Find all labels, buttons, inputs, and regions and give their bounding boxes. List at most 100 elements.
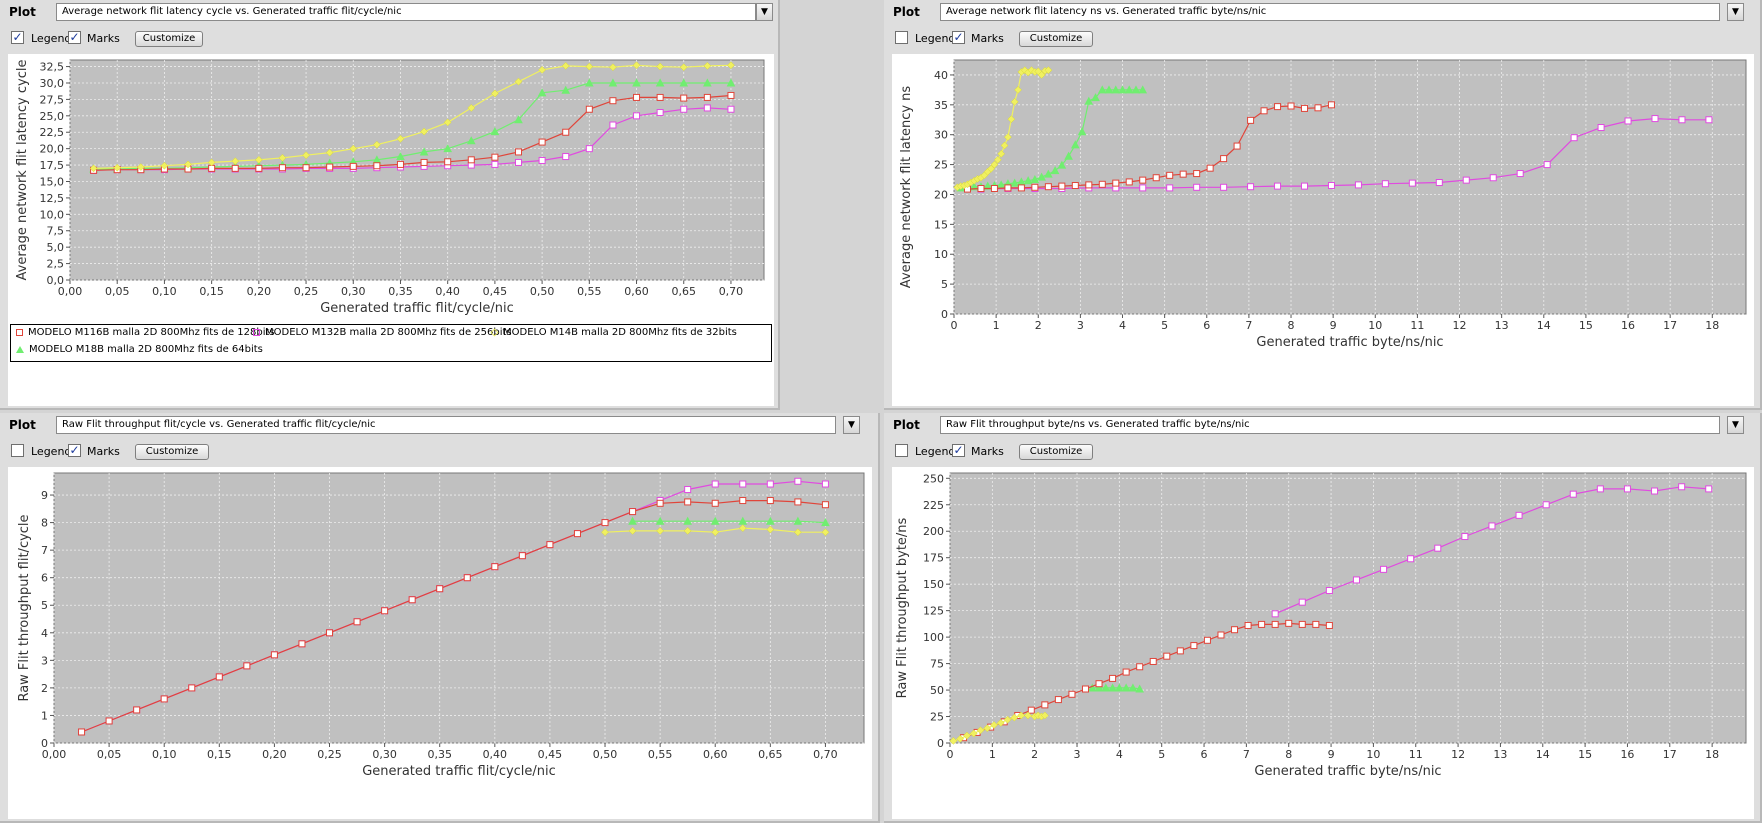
data-point-green [1128, 683, 1138, 692]
y-axis-label: Average network flit latency ns [899, 86, 914, 289]
y-tick-label: 0 [937, 737, 944, 750]
data-point-magenta [1274, 182, 1282, 190]
data-point-red [990, 184, 998, 192]
y-tick-label: 5 [41, 599, 48, 612]
data-point-red [538, 138, 546, 146]
chevron-down-icon[interactable]: ▼ [756, 3, 773, 21]
data-point-magenta [633, 112, 641, 120]
data-point-magenta [1569, 490, 1577, 498]
data-point-green [969, 182, 979, 191]
data-point-magenta [1624, 117, 1632, 125]
chevron-down-icon[interactable]: ▼ [843, 416, 860, 434]
plot-panel-latency-cycle: Plot Average network flit latency cycle … [0, 0, 780, 410]
data-point-green [1135, 684, 1145, 693]
data-point-yellow [1044, 66, 1053, 75]
plot-selector-row: Plot Average network flit latency ns vs.… [884, 0, 1760, 26]
data-point-red [515, 148, 523, 156]
data-point-yellow [738, 524, 747, 532]
y-tick-label: 0,0 [47, 274, 65, 287]
data-point-green [679, 78, 689, 87]
data-point-yellow [609, 63, 617, 72]
data-point-yellow [963, 731, 971, 740]
data-point-red [1325, 621, 1333, 629]
data-point-red [278, 164, 286, 172]
x-tick-label: 0,05 [97, 748, 122, 761]
data-point-green [1044, 169, 1053, 178]
data-point-yellow [997, 149, 1006, 158]
data-point-red [1285, 619, 1293, 627]
data-point-green [1111, 85, 1121, 94]
legend-checkbox[interactable] [11, 444, 24, 457]
marks-checkbox[interactable]: ✓ [68, 30, 81, 44]
data-point-red [1031, 183, 1039, 191]
data-point-red [1068, 690, 1076, 698]
y-tick-label: 125 [923, 605, 944, 618]
x-tick-label: 0,10 [152, 285, 177, 298]
data-point-yellow [491, 89, 499, 98]
data-point-yellow [420, 127, 428, 136]
legend-checkbox[interactable] [895, 444, 908, 457]
data-point-red [1190, 642, 1198, 650]
customize-button[interactable]: Customize [135, 444, 209, 460]
data-point-yellow [443, 118, 452, 127]
customize-button[interactable]: Customize [135, 31, 203, 47]
x-tick-label: 0,20 [247, 285, 272, 298]
chevron-down-icon[interactable]: ▼ [1727, 3, 1744, 21]
marks-checkbox[interactable]: ✓ [68, 443, 81, 457]
data-point-red [794, 498, 802, 506]
marks-checkbox[interactable]: ✓ [952, 30, 965, 44]
legend-checkbox[interactable] [895, 31, 908, 44]
chart-area: 0 1 2 3 4 5 6 7 8 9 10 11 12 13 14 15 16 17 18 0 25 50 75 100 12… [892, 467, 1754, 819]
data-point-yellow [976, 726, 985, 735]
data-point-magenta [1327, 182, 1335, 190]
data-point-magenta [491, 160, 499, 168]
data-point-red [326, 163, 334, 171]
data-point-green [738, 516, 748, 525]
y-tick-label: 0 [941, 308, 948, 321]
diamond-marker-icon [490, 328, 499, 337]
x-tick-label: 0,15 [199, 285, 224, 298]
data-point-red [562, 128, 570, 136]
data-point-yellow [683, 527, 692, 535]
x-tick-label: 14 [1537, 319, 1551, 332]
customize-button[interactable]: Customize [1019, 31, 1093, 47]
y-tick-label: 2,5 [47, 258, 65, 271]
y-axis-label: Raw Flit throughput flit/cycle [17, 514, 32, 701]
data-point-green [419, 147, 429, 156]
data-point-green [1057, 160, 1067, 169]
data-point-yellow [1014, 86, 1022, 94]
data-point-green [490, 127, 500, 136]
data-point-magenta [1301, 182, 1309, 190]
data-point-yellow [656, 62, 664, 71]
data-point-green [1023, 176, 1033, 185]
data-point-green [703, 78, 712, 87]
customize-button[interactable]: Customize [1019, 444, 1093, 460]
y-tick-label: 175 [923, 552, 944, 565]
y-tick-label: 10,0 [40, 208, 65, 221]
legend-item-m116b: MODELO M116B malla 2D 800Mhz fits de 128… [16, 327, 275, 338]
plot-type-select[interactable]: Raw Flit throughput byte/ns vs. Generate… [940, 416, 1720, 434]
data-point-magenta [1651, 487, 1659, 495]
legend-checkbox[interactable]: ✓ [11, 30, 24, 44]
data-point-green [561, 85, 571, 94]
data-point-red [1095, 680, 1103, 688]
y-tick-label: 5 [941, 278, 948, 291]
x-tick-label: 6 [1201, 748, 1208, 761]
y-tick-label: 250 [923, 472, 944, 485]
data-point-magenta [1381, 180, 1389, 188]
data-point-red [133, 706, 141, 714]
plot-type-select[interactable]: Average network flit latency cycle vs. G… [56, 3, 756, 21]
data-point-red [302, 164, 310, 172]
plot-type-select[interactable]: Raw Flit throughput flit/cycle vs. Gener… [56, 416, 836, 434]
marks-checkbox[interactable]: ✓ [952, 443, 965, 457]
data-point-yellow [727, 61, 735, 70]
x-tick-label: 16 [1620, 748, 1634, 761]
chevron-down-icon[interactable]: ▼ [1727, 416, 1744, 434]
x-tick-label: 15 [1579, 319, 1593, 332]
plot-type-select[interactable]: Average network flit latency ns vs. Gene… [940, 3, 1720, 21]
plot-panel-latency-ns: Plot Average network flit latency ns vs.… [884, 0, 1762, 410]
data-point-green [1138, 85, 1148, 94]
y-tick-label: 7,5 [47, 225, 65, 238]
y-tick-label: 32,5 [40, 61, 65, 74]
data-point-green [726, 78, 736, 87]
